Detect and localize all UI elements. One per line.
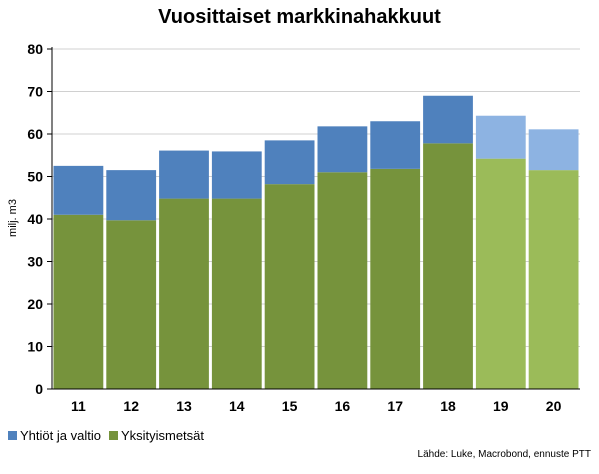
y-tick-label: 50	[27, 169, 43, 185]
x-tick-label: 17	[387, 398, 403, 414]
y-tick-label: 10	[27, 339, 43, 355]
legend-swatch-yhtiot	[8, 431, 17, 440]
bars	[53, 95, 579, 389]
legend-label-yksityismetsat: Yksityismetsät	[120, 428, 205, 443]
y-tick-label: 60	[27, 126, 43, 142]
bar-yksityismetsat-20	[528, 170, 579, 389]
bar-yhtiot-ja-valtio-19	[475, 115, 526, 159]
bar-yhtiot-ja-valtio-17	[370, 121, 421, 169]
bar-yksityismetsat-18	[423, 143, 473, 389]
y-tick-label: 80	[27, 41, 43, 57]
x-tick-label: 15	[282, 398, 298, 414]
x-tick-label: 19	[493, 398, 509, 414]
axes: 0 10 20 30 40 50 60 70 80 11 12 13 14 15 16 17 18 19 20	[27, 41, 580, 414]
bar-yhtiot-ja-valtio-16	[317, 126, 368, 173]
bar-yksityismetsat-16	[317, 172, 368, 389]
bar-yhtiot-ja-valtio-20	[528, 129, 579, 171]
x-tick-label: 18	[440, 398, 456, 414]
bar-yhtiot-ja-valtio-12	[106, 170, 157, 221]
y-tick-label: 30	[27, 254, 43, 270]
legend-label-yhtiot: Yhtiöt ja valtio	[20, 428, 101, 443]
bar-yhtiot-ja-valtio-13	[159, 150, 209, 199]
y-tick-label: 20	[27, 296, 43, 312]
x-tick-label: 12	[123, 398, 139, 414]
x-tick-label: 16	[335, 398, 351, 414]
bar-yksityismetsat-17	[370, 168, 421, 389]
legend-item-yksityismetsat: Yksityismetsät	[108, 428, 205, 443]
bar-yhtiot-ja-valtio-18	[423, 95, 473, 144]
x-tick-label: 14	[229, 398, 245, 414]
chart-title: Vuosittaiset markkinahakkuut	[158, 6, 441, 28]
x-tick-label: 13	[176, 398, 192, 414]
source-note: Lähde: Luke, Macrobond, ennuste PTT	[417, 449, 591, 460]
bar-yksityismetsat-12	[106, 220, 157, 389]
y-tick-label: 70	[27, 84, 43, 100]
bar-yhtiot-ja-valtio-14	[211, 151, 262, 199]
y-axis-label: milj. m3	[7, 199, 19, 237]
legend-swatch-yksityismetsat	[108, 431, 118, 440]
x-tick-label: 11	[71, 398, 86, 414]
legend: Yhtiöt ja valtio Yksityismetsät	[8, 428, 212, 443]
y-tick-label: 0	[35, 381, 43, 397]
x-tick-label: 20	[546, 398, 562, 414]
bar-yhtiot-ja-valtio-11	[53, 165, 104, 215]
bar-yksityismetsat-13	[159, 198, 209, 389]
bar-yksityismetsat-15	[264, 184, 315, 389]
bar-yksityismetsat-14	[211, 198, 262, 389]
bar-yhtiot-ja-valtio-15	[264, 140, 315, 185]
bar-yksityismetsat-19	[475, 158, 526, 389]
y-tick-label: 40	[27, 211, 43, 227]
bar-yksityismetsat-11	[53, 214, 104, 389]
legend-item-yhtiot: Yhtiöt ja valtio	[8, 428, 101, 443]
